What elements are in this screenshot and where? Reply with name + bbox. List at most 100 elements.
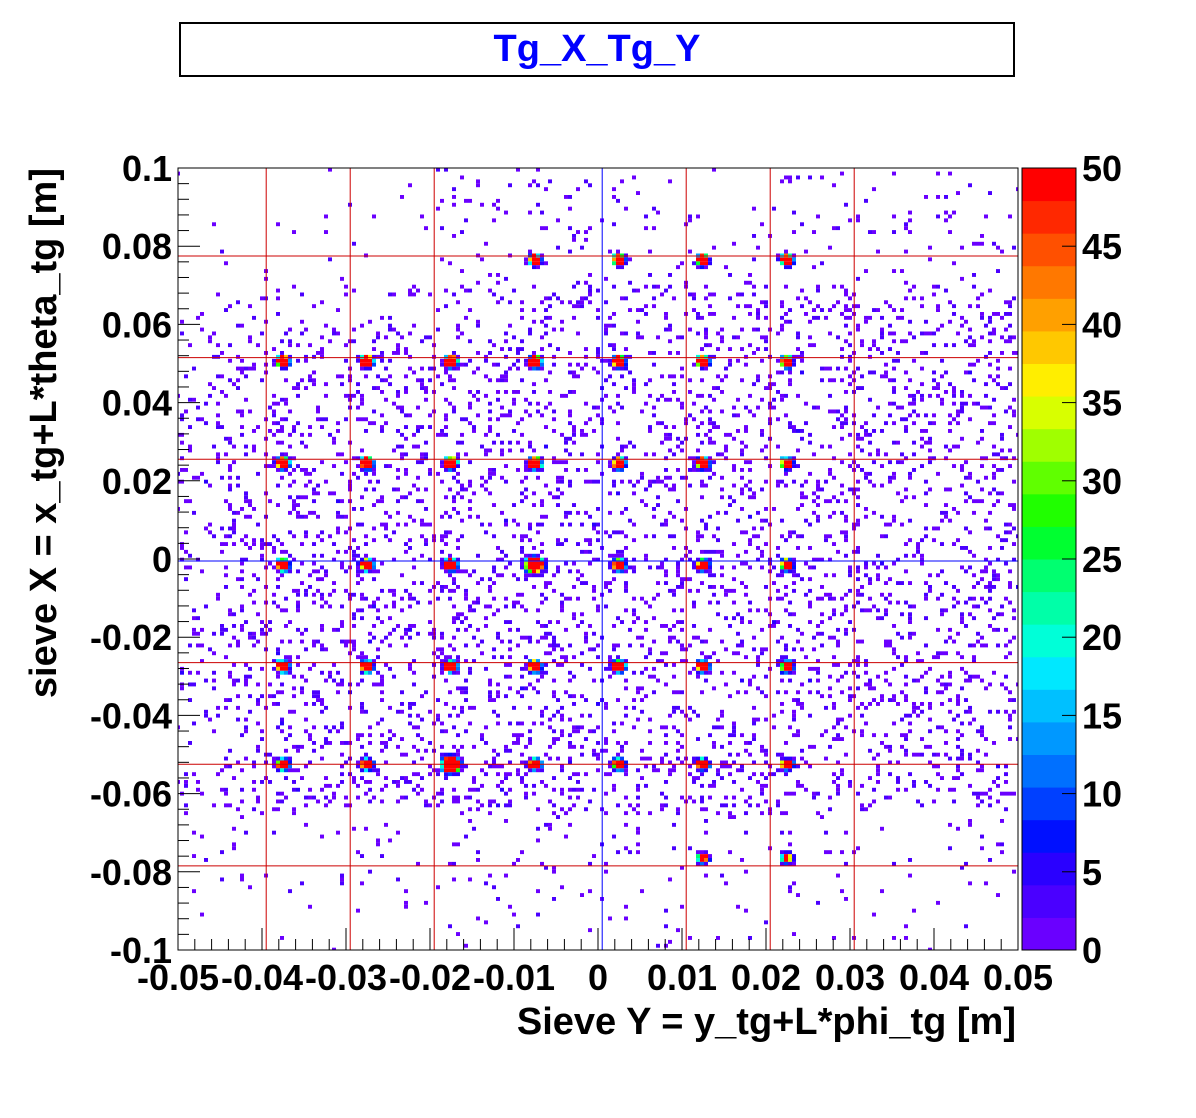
- heatmap-cell: [392, 327, 396, 332]
- heatmap-cell: [732, 436, 736, 441]
- heatmap-cell: [996, 534, 1000, 539]
- heatmap-cell: [968, 678, 972, 683]
- heatmap-cell: [980, 678, 984, 683]
- heatmap-cell: [372, 565, 376, 570]
- heatmap-cell: [540, 624, 544, 628]
- heatmap-cell: [800, 631, 804, 636]
- heatmap-cell: [560, 787, 564, 792]
- heatmap-cell: [236, 354, 240, 359]
- heatmap-cell: [900, 717, 904, 722]
- heatmap-cell: [704, 296, 708, 301]
- heatmap-cell: [844, 304, 848, 309]
- heatmap-cell: [504, 413, 508, 418]
- heatmap-cell: [480, 475, 484, 480]
- heatmap-cell: [420, 518, 424, 523]
- heatmap-cell: [760, 565, 764, 570]
- heatmap-cell: [1008, 522, 1012, 527]
- heatmap-cell: [260, 557, 264, 562]
- heatmap-cell: [244, 495, 248, 500]
- heatmap-cell: [904, 674, 908, 679]
- heatmap-cell: [440, 744, 444, 749]
- heatmap-cell: [872, 912, 876, 917]
- heatmap-cell: [396, 780, 400, 784]
- heatmap-cell: [716, 772, 720, 777]
- heatmap-cell: [820, 557, 824, 562]
- heatmap-cell: [704, 331, 708, 336]
- heatmap-cell: [904, 924, 908, 929]
- heatmap-cell: [544, 226, 548, 231]
- heatmap-cell: [284, 624, 288, 628]
- heatmap-cell: [240, 413, 244, 418]
- heatmap-cell: [632, 386, 636, 390]
- heatmap-cell: [664, 436, 668, 441]
- heatmap-cell: [204, 421, 208, 426]
- heatmap-cell: [900, 733, 904, 738]
- heatmap-cell: [328, 491, 332, 496]
- heatmap-cell: [468, 787, 472, 792]
- heatmap-cell: [696, 261, 700, 266]
- heatmap-cell: [672, 608, 676, 613]
- heatmap-cell: [560, 764, 564, 769]
- heatmap-cell: [712, 686, 716, 691]
- heatmap-cell: [720, 803, 724, 808]
- heatmap-cell: [288, 471, 292, 476]
- heatmap-cell: [412, 670, 416, 675]
- heatmap-cell: [440, 557, 444, 562]
- heatmap-cell: [868, 230, 872, 234]
- heatmap-cell: [740, 475, 744, 480]
- heatmap-cell: [300, 440, 304, 445]
- heatmap-cell: [496, 397, 500, 402]
- heatmap-cell: [1008, 737, 1012, 741]
- heatmap-cell: [612, 354, 616, 359]
- heatmap-cell: [976, 639, 980, 644]
- heatmap-cell: [752, 327, 756, 332]
- heatmap-cell: [624, 686, 628, 691]
- heatmap-cell: [720, 452, 724, 457]
- heatmap-cell: [776, 573, 780, 578]
- heatmap-cell: [208, 339, 212, 344]
- heatmap-cell: [808, 440, 812, 445]
- heatmap-cell: [696, 315, 700, 320]
- heatmap-cell: [388, 327, 392, 332]
- heatmap-cell: [956, 409, 960, 414]
- heatmap-cell: [616, 421, 620, 426]
- heatmap-cell: [400, 690, 404, 695]
- heatmap-cell: [696, 776, 700, 780]
- heatmap-cell: [244, 830, 248, 835]
- heatmap-cell: [588, 561, 592, 566]
- heatmap-cell: [640, 409, 644, 414]
- heatmap-cell: [452, 409, 456, 414]
- heatmap-cell: [516, 741, 520, 745]
- heatmap-cell: [440, 429, 444, 433]
- heatmap-cell: [848, 663, 852, 667]
- heatmap-cell: [752, 526, 756, 531]
- heatmap-cell: [288, 464, 292, 468]
- heatmap-cell: [436, 471, 440, 476]
- heatmap-cell: [752, 674, 756, 679]
- heatmap-cell: [940, 401, 944, 406]
- heatmap-cell: [860, 608, 864, 613]
- heatmap-cell: [428, 425, 432, 429]
- heatmap-cell: [492, 698, 496, 702]
- heatmap-cell: [588, 300, 592, 305]
- heatmap-cell: [484, 358, 488, 363]
- heatmap-cell: [780, 370, 784, 375]
- heatmap-cell: [748, 565, 752, 570]
- heatmap-cell: [592, 405, 596, 410]
- heatmap-cell: [608, 374, 612, 379]
- heatmap-cell: [660, 803, 664, 808]
- heatmap-cell: [572, 674, 576, 679]
- heatmap-cell: [528, 561, 532, 566]
- heatmap-cell: [532, 491, 536, 496]
- heatmap-cell: [512, 503, 516, 507]
- heatmap-cell: [220, 542, 224, 546]
- heatmap-cell: [588, 542, 592, 546]
- heatmap-cell: [704, 483, 708, 488]
- heatmap-cell: [812, 510, 816, 515]
- heatmap-cell: [624, 795, 628, 800]
- heatmap-cell: [968, 565, 972, 570]
- heatmap-cell: [848, 218, 852, 223]
- heatmap-cell: [272, 456, 276, 461]
- heatmap-cell: [1008, 214, 1012, 219]
- heatmap-cell: [996, 452, 1000, 457]
